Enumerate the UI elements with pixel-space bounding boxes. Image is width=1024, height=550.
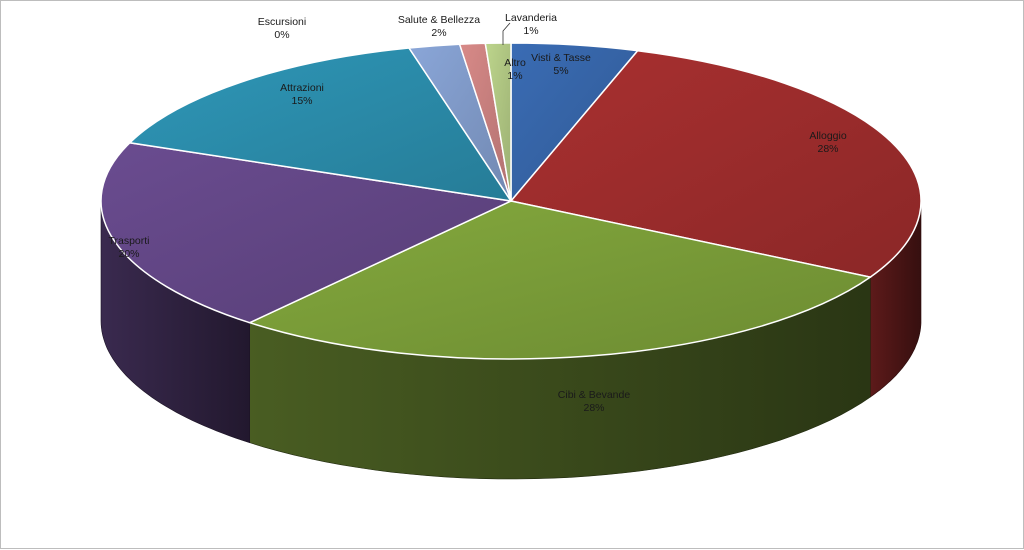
slice-value-altro: 1%	[507, 70, 522, 82]
pie-tops	[100, 42, 922, 360]
slice-attrazioni	[128, 47, 513, 202]
slice-label-alloggio: Alloggio	[809, 130, 847, 142]
leader-line-lavanderia	[502, 22, 511, 45]
slice-value-salute-and-bellezza: 2%	[431, 27, 446, 39]
slice-label-cibi-and-bevande: Cibi & Bevande	[558, 389, 631, 401]
slice-label-salute-and-bellezza: Salute & Bellezza	[398, 14, 480, 26]
slice-cibi-and-bevande	[247, 200, 873, 360]
slice-alloggio	[509, 49, 922, 278]
slice-label-visti-and-tasse: Visti & Tasse	[531, 52, 591, 64]
slice-label-trasporti: Trasporti	[108, 235, 149, 247]
slice-label-attrazioni: Attrazioni	[280, 82, 324, 94]
slice-value-escursioni: 0%	[274, 29, 289, 41]
slice-value-alloggio: 28%	[817, 143, 838, 155]
slice-altro	[484, 42, 512, 202]
slice-value-lavanderia: 1%	[523, 25, 538, 37]
slice-value-attrazioni: 15%	[291, 95, 312, 107]
slice-value-trasporti: 20%	[118, 248, 139, 260]
slice-value-visti-and-tasse: 5%	[553, 65, 568, 77]
slice-value-cibi-and-bevande: 28%	[583, 402, 604, 414]
slice-label-escursioni: Escursioni	[258, 16, 306, 28]
slice-trasporti	[100, 142, 514, 324]
pie-sides	[100, 200, 922, 480]
slice-label-altro: Altro	[504, 57, 526, 69]
slice-label-lavanderia: Lavanderia	[505, 12, 557, 24]
